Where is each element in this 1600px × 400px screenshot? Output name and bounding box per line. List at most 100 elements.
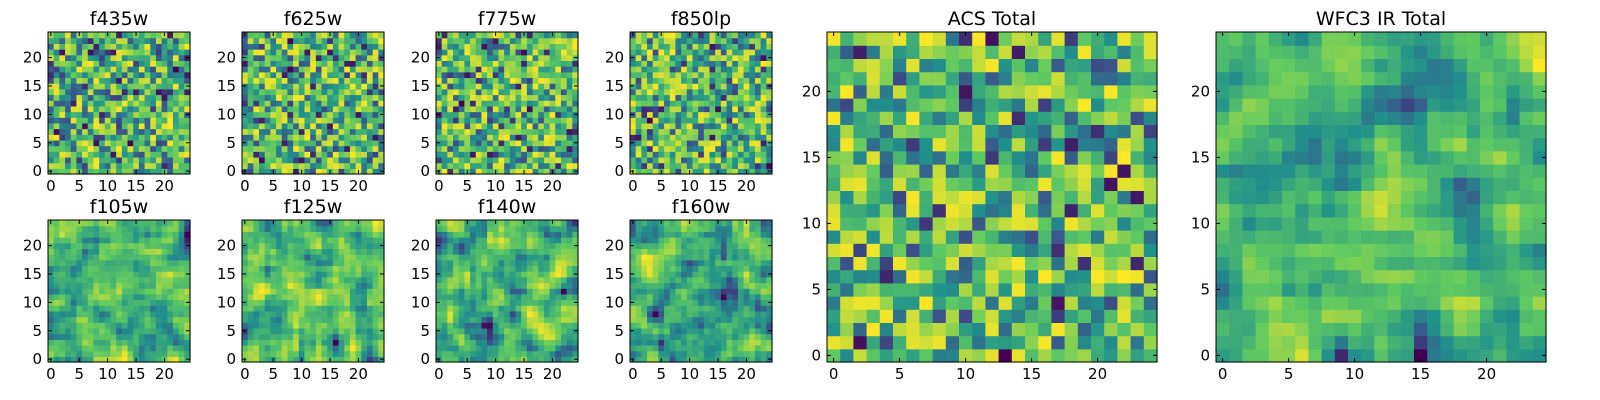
heatmap-cell — [48, 49, 55, 56]
heatmap-cell — [538, 111, 545, 118]
heatmap-cell — [641, 350, 648, 357]
heatmap-cell — [104, 282, 112, 289]
heatmap-cell — [669, 271, 677, 278]
heatmap-cell — [436, 117, 443, 124]
heatmap-cell — [560, 117, 568, 124]
heatmap-cell — [76, 105, 83, 113]
heatmap-cell — [447, 293, 454, 301]
heatmap-cell — [453, 54, 460, 61]
heatmap-cell — [338, 117, 345, 124]
heatmap-cell — [487, 254, 494, 261]
heatmap-cell — [453, 316, 460, 323]
heatmap-cell — [259, 282, 266, 289]
heatmap-cell — [372, 71, 379, 79]
heatmap-cell — [366, 339, 374, 346]
heatmap-cell — [366, 344, 374, 352]
heatmap-cell — [441, 156, 448, 164]
heatmap-cell — [453, 117, 460, 124]
heatmap-cell — [372, 316, 379, 323]
heatmap-cell — [327, 225, 334, 232]
heatmap-cell — [555, 66, 562, 73]
heatmap-cell — [555, 259, 562, 267]
heatmap-cell — [726, 122, 733, 130]
heatmap-cell — [543, 145, 551, 152]
heatmap-cell — [361, 83, 368, 90]
heatmap-cell — [281, 151, 289, 158]
heatmap-cell — [436, 305, 443, 312]
heatmap-cell — [104, 231, 112, 238]
heatmap-cell — [481, 271, 488, 278]
heatmap-cell — [372, 139, 379, 147]
heatmap-cell — [447, 162, 454, 169]
heatmap-cell — [338, 339, 345, 346]
heatmap-cell — [436, 316, 443, 323]
heatmap-cell — [82, 94, 89, 101]
heatmap-cell — [669, 37, 677, 44]
heatmap-cell — [458, 88, 465, 96]
heatmap-cell — [543, 77, 551, 84]
heatmap-cell — [155, 322, 163, 329]
heatmap-cell — [242, 122, 249, 130]
heatmap-cell — [726, 139, 733, 147]
heatmap-cell — [526, 344, 534, 352]
heatmap-cell — [572, 162, 579, 169]
heatmap-cell — [242, 225, 249, 232]
heatmap-cell — [110, 265, 117, 272]
heatmap-cell — [441, 32, 448, 39]
heatmap-cell — [104, 71, 112, 79]
heatmap-cell — [150, 225, 157, 232]
heatmap-cell — [737, 293, 745, 301]
heatmap-cell — [664, 293, 671, 301]
heatmap-cell — [560, 77, 568, 84]
heatmap-cell — [361, 145, 368, 152]
heatmap-cell — [509, 316, 517, 323]
heatmap-cell — [144, 282, 151, 289]
heatmap-cell — [293, 333, 300, 340]
heatmap-cell — [53, 66, 60, 73]
heatmap-cell — [76, 83, 83, 90]
heatmap-cell — [464, 128, 471, 135]
heatmap-cell — [715, 276, 722, 284]
heatmap-cell — [298, 248, 306, 255]
heatmap-cell — [703, 128, 711, 135]
heatmap-cell — [543, 60, 551, 67]
y-tick-label: 15 — [23, 77, 42, 95]
heatmap-cell — [692, 105, 699, 113]
heatmap-cell — [532, 71, 539, 79]
heatmap-cell — [726, 32, 733, 39]
heatmap-cell — [150, 220, 157, 227]
heatmap-cell — [93, 43, 100, 50]
heatmap-cell — [65, 94, 72, 101]
heatmap-cell — [447, 54, 454, 61]
heatmap-cell — [349, 117, 357, 124]
heatmap-cell — [259, 66, 266, 73]
heatmap-cell — [743, 94, 750, 101]
heatmap-cell — [327, 66, 334, 73]
heatmap-cell — [504, 265, 511, 272]
heatmap-cell — [76, 242, 83, 249]
heatmap-cell — [355, 83, 362, 90]
heatmap-cell — [298, 344, 306, 352]
heatmap-cell — [247, 293, 254, 301]
heatmap-cell — [492, 254, 500, 261]
heatmap-cell — [298, 49, 306, 56]
heatmap-cell — [150, 316, 157, 323]
heatmap-cell — [715, 305, 722, 312]
heatmap-cell — [310, 265, 317, 272]
heatmap-cell — [669, 83, 677, 90]
heatmap-cell — [167, 327, 174, 335]
heatmap-cell — [566, 316, 573, 323]
heatmap-cell — [509, 231, 517, 238]
heatmap-cell — [87, 54, 95, 61]
heatmap-cell — [732, 276, 739, 284]
heatmap-cell — [281, 259, 289, 267]
heatmap-cell — [293, 259, 300, 267]
heatmap-cell — [121, 105, 129, 113]
heatmap-cell — [515, 271, 522, 278]
heatmap-cell — [127, 316, 134, 323]
heatmap-cell — [167, 117, 174, 124]
heatmap-cell — [686, 66, 694, 73]
heatmap-cell — [178, 231, 185, 238]
heatmap-cell — [104, 350, 112, 357]
heatmap-cell — [652, 117, 659, 124]
